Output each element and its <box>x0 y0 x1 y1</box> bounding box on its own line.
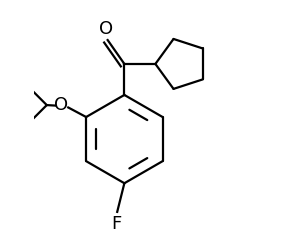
Text: O: O <box>99 20 114 38</box>
Text: F: F <box>111 215 121 233</box>
Text: O: O <box>54 96 69 114</box>
